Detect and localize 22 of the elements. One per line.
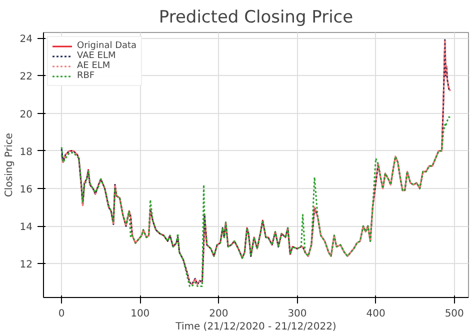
y-tick-label: 14 (20, 222, 33, 234)
legend-label: RBF (77, 71, 96, 81)
line-series (60, 39, 452, 286)
chart-title: Predicted Closing Price (158, 8, 354, 28)
y-tick-label: 22 (20, 72, 33, 83)
y-tick-label: 20 (20, 109, 33, 120)
x-axis-title: Time (21/12/2020 - 21/12/2022) (174, 322, 336, 332)
x-tick-label: 400 (366, 308, 386, 320)
x-tick-label: 0 (58, 308, 65, 320)
line-series (60, 116, 452, 287)
y-tick-label: 24 (20, 34, 33, 46)
legend-label: VAE ELM (77, 51, 116, 61)
legend-label: Original Data (77, 41, 137, 51)
y-tick-label: 16 (20, 184, 33, 196)
x-tick-label: 100 (130, 308, 150, 320)
x-tick-label: 500 (444, 308, 464, 320)
y-tick-label: 12 (20, 260, 33, 271)
legend-label: AE ELM (77, 61, 110, 71)
x-tick-label: 200 (209, 308, 228, 320)
y-tick-label: 18 (20, 146, 33, 158)
y-axis-title: Closing Price (4, 132, 15, 198)
x-tick-label: 300 (288, 308, 307, 320)
